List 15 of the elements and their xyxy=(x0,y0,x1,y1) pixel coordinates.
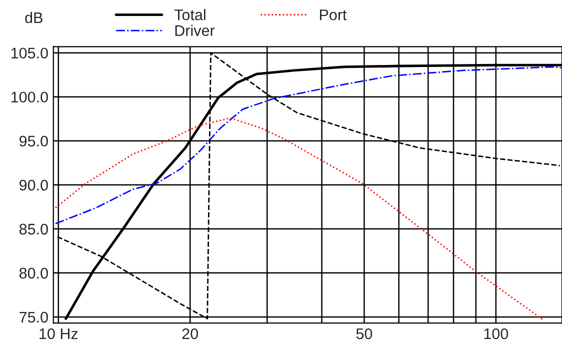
x-tick-label: 100 xyxy=(484,328,508,340)
x-tick-label: 50 xyxy=(356,328,372,340)
y-tick-label: 80.0 xyxy=(19,268,48,279)
y-axis-title: dB xyxy=(25,12,42,24)
x-tick-label: 20 xyxy=(182,328,198,340)
y-tick-label: 100.0 xyxy=(11,92,48,103)
y-tick-label: 105.0 xyxy=(11,48,48,59)
y-tick-label: 90.0 xyxy=(20,180,48,191)
y-tick-label: 95.0 xyxy=(20,136,48,147)
legend-label: Port xyxy=(320,10,347,20)
legend-label: Driver xyxy=(175,24,215,36)
legend-label: Total xyxy=(174,9,206,20)
x-tick-label: 10 Hz xyxy=(40,328,78,340)
y-tick-label: 85.0 xyxy=(19,224,48,235)
y-tick-label: 75.0 xyxy=(20,312,48,323)
